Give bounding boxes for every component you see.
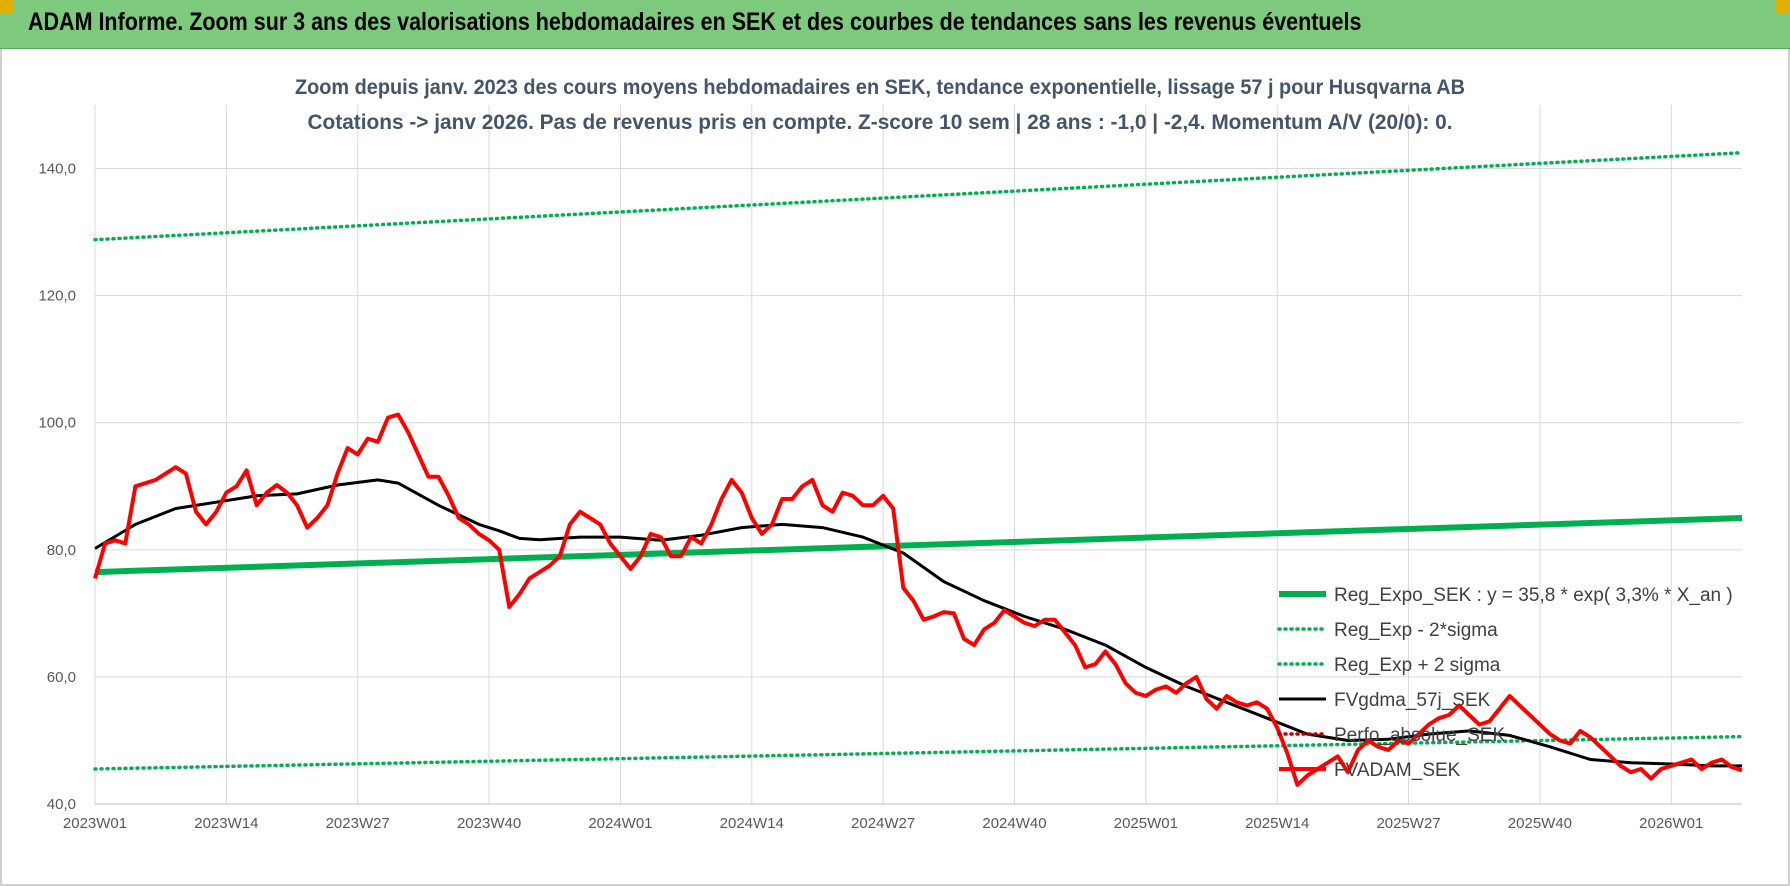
- x-tick-label: 2023W01: [63, 815, 127, 832]
- legend-label: Perfo_absolue_SEK: [1334, 725, 1505, 746]
- x-tick-label: 2026W01: [1639, 815, 1703, 832]
- grid: [94, 105, 1742, 805]
- series-line-0: [94, 515, 1743, 576]
- x-tick-label: 2024W01: [588, 815, 652, 832]
- y-tick-label: 40,0: [47, 796, 76, 813]
- corner-mark-left: [0, 0, 14, 14]
- series-line-2: [93, 150, 1744, 242]
- series-lines: [93, 150, 1744, 787]
- series-line-1: [93, 734, 1744, 771]
- x-tick-label: 2024W14: [720, 815, 784, 832]
- legend-label: FVgdma_57j_SEK: [1334, 690, 1491, 711]
- report-title: ADAM Informe. Zoom sur 3 ans des valoris…: [28, 8, 1362, 36]
- chart-frame: [0, 49, 1790, 886]
- chart-subtitle: Cotations -> janv 2026. Pas de revenus p…: [308, 111, 1453, 134]
- legend: Reg_Expo_SEK : y = 35,8 * exp( 3,3% * X_…: [1277, 585, 1733, 781]
- x-tick-label: 2024W40: [982, 815, 1046, 832]
- legend-label: Reg_Exp - 2*sigma: [1334, 620, 1498, 641]
- y-tick-label: 120,0: [38, 288, 76, 305]
- y-tick-label: 60,0: [47, 669, 76, 686]
- x-tick-label: 2025W27: [1376, 815, 1440, 832]
- chart-title: Zoom depuis janv. 2023 des cours moyens …: [295, 76, 1465, 99]
- corner-mark-right: [1776, 0, 1790, 14]
- x-tick-label: 2023W27: [326, 815, 390, 832]
- legend-label: Reg_Expo_SEK : y = 35,8 * exp( 3,3% * X_…: [1334, 585, 1733, 606]
- legend-label: FVADAM_SEK: [1334, 760, 1461, 781]
- y-axis-ticks: 40,0 60,0 80,0 100,0 120,0 140,0: [38, 161, 76, 813]
- y-tick-label: 80,0: [47, 542, 76, 559]
- y-tick-label: 140,0: [38, 161, 76, 178]
- x-tick-label: 2025W40: [1508, 815, 1572, 832]
- report-banner: ADAM Informe. Zoom sur 3 ans des valoris…: [0, 0, 1790, 49]
- x-tick-label: 2025W14: [1245, 815, 1309, 832]
- series-line-5: [93, 412, 1743, 787]
- x-axis-ticks: 2023W01 2023W14 2023W27 2023W40 2024W01 2024W…: [63, 815, 1703, 832]
- legend-label: Reg_Exp + 2 sigma: [1334, 655, 1501, 676]
- series-line-3: [94, 478, 1742, 768]
- y-tick-label: 100,0: [38, 415, 76, 432]
- x-tick-label: 2024W27: [851, 815, 915, 832]
- x-tick-label: 2023W14: [194, 815, 258, 832]
- x-tick-label: 2025W01: [1114, 815, 1178, 832]
- x-tick-label: 2023W40: [457, 815, 521, 832]
